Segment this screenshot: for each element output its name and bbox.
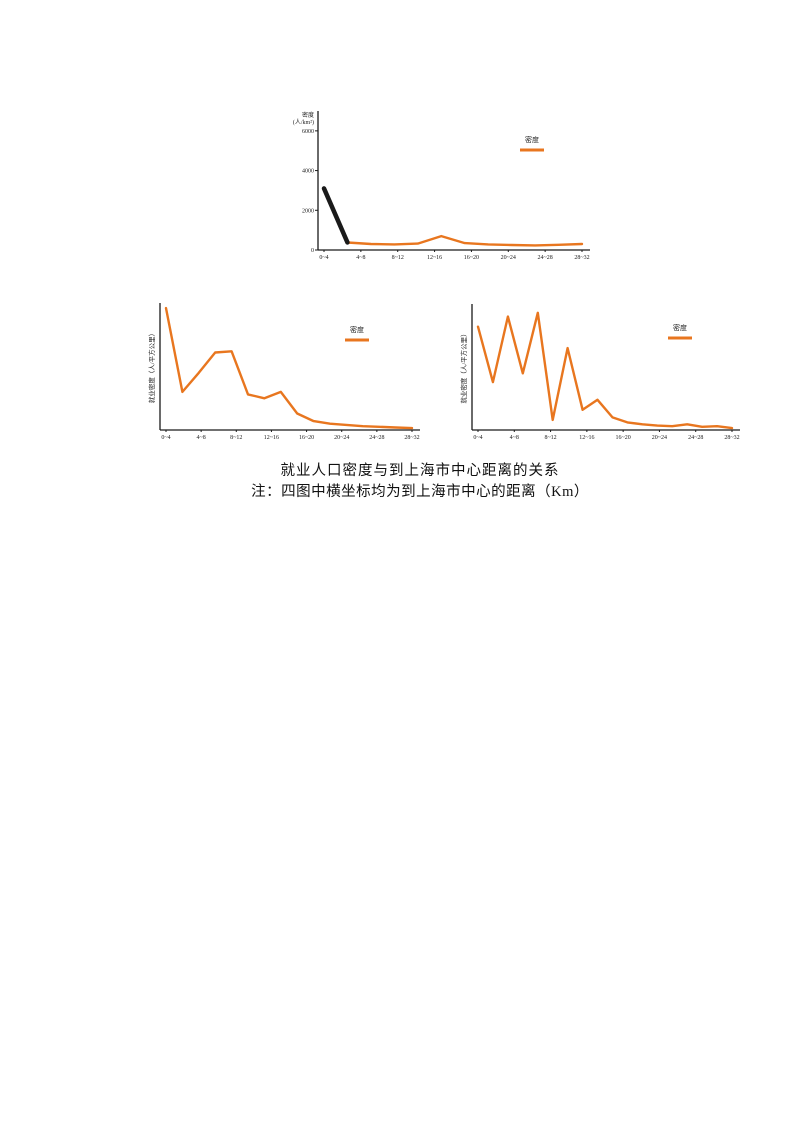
- employment-density-left-svg: 0~4 4~8 8~12 12~16 16~20 20~24 24~28 28~32 就业密度（…: [147, 303, 420, 441]
- chart-overall-density: 0 2000 4000 6000 0~4 4~8 8~12 12~16 16~20 20~24 24…: [280, 105, 598, 268]
- employment-density-overall-svg: 0 2000 4000 6000 0~4 4~8 8~12 12~16 16~20 20~24 24…: [293, 111, 590, 261]
- y-tick-label: 0: [311, 248, 314, 254]
- series-line: [322, 187, 584, 247]
- y-axis-title-rotated: 就业密度（人/平方公里）: [147, 330, 156, 403]
- y-tick-label: 2000: [302, 208, 314, 214]
- x-tick-label: 12~16: [579, 435, 594, 441]
- x-tick-label: 16~20: [464, 255, 479, 261]
- x-tick-label: 24~28: [538, 255, 553, 261]
- figure-captions: 就业人口密度与到上海市中心距离的关系 注：四图中横坐标均为到上海市中心的距离（K…: [40, 461, 800, 503]
- figure-note: 注：四图中横坐标均为到上海市中心的距离（Km）: [251, 484, 589, 500]
- x-tick-label: 24~28: [688, 435, 703, 441]
- series-line: [476, 311, 734, 430]
- x-tick-label: 8~12: [544, 435, 556, 441]
- x-tick-label: 28~32: [404, 435, 419, 441]
- x-tick-label: 20~24: [501, 255, 516, 261]
- x-tick-label: 28~32: [574, 255, 589, 261]
- x-tick-label: 20~24: [334, 435, 349, 441]
- y-tick-label: 4000: [302, 169, 314, 175]
- y-tick-label: 6000: [302, 129, 314, 135]
- figure-title: 就业人口密度与到上海市中心距离的关系: [280, 463, 560, 479]
- x-tick-label: 24~28: [369, 435, 384, 441]
- x-tick-label: 16~20: [299, 435, 314, 441]
- x-tick-label: 8~12: [392, 255, 404, 261]
- employment-density-right-svg: 0~4 4~8 8~12 12~16 16~20 20~24 24~28 28~32 就业密度（…: [459, 304, 740, 441]
- x-tick-label: 16~20: [616, 435, 631, 441]
- legend-label: 密度: [673, 323, 687, 332]
- series-line: [164, 306, 414, 430]
- legend-label: 密度: [350, 325, 364, 334]
- y-axis-title-rotated: 就业密度（人/平方公里）: [459, 330, 468, 403]
- x-tick-label: 4~8: [356, 255, 365, 261]
- chart-density-right: 0~4 4~8 8~12 12~16 16~20 20~24 24~28 28~32 就业密度（…: [459, 298, 745, 450]
- x-tick-label: 8~12: [230, 435, 242, 441]
- legend-label: 密度: [525, 135, 539, 144]
- x-tick-label: 12~16: [427, 255, 442, 261]
- x-tick-label: 0~4: [473, 435, 482, 441]
- y-axis-title: 密度(人/km²): [293, 111, 314, 126]
- x-tick-label: 4~8: [197, 435, 206, 441]
- chart-density-left: 0~4 4~8 8~12 12~16 16~20 20~24 24~28 28~32 就业密度（…: [145, 295, 425, 450]
- x-tick-label: 20~24: [652, 435, 667, 441]
- x-tick-label: 12~16: [264, 435, 279, 441]
- x-tick-label: 0~4: [161, 435, 170, 441]
- x-tick-label: 28~32: [724, 435, 739, 441]
- x-tick-label: 0~4: [319, 255, 328, 261]
- series-line-first-segment: [321, 186, 350, 245]
- x-tick-label: 4~8: [510, 435, 519, 441]
